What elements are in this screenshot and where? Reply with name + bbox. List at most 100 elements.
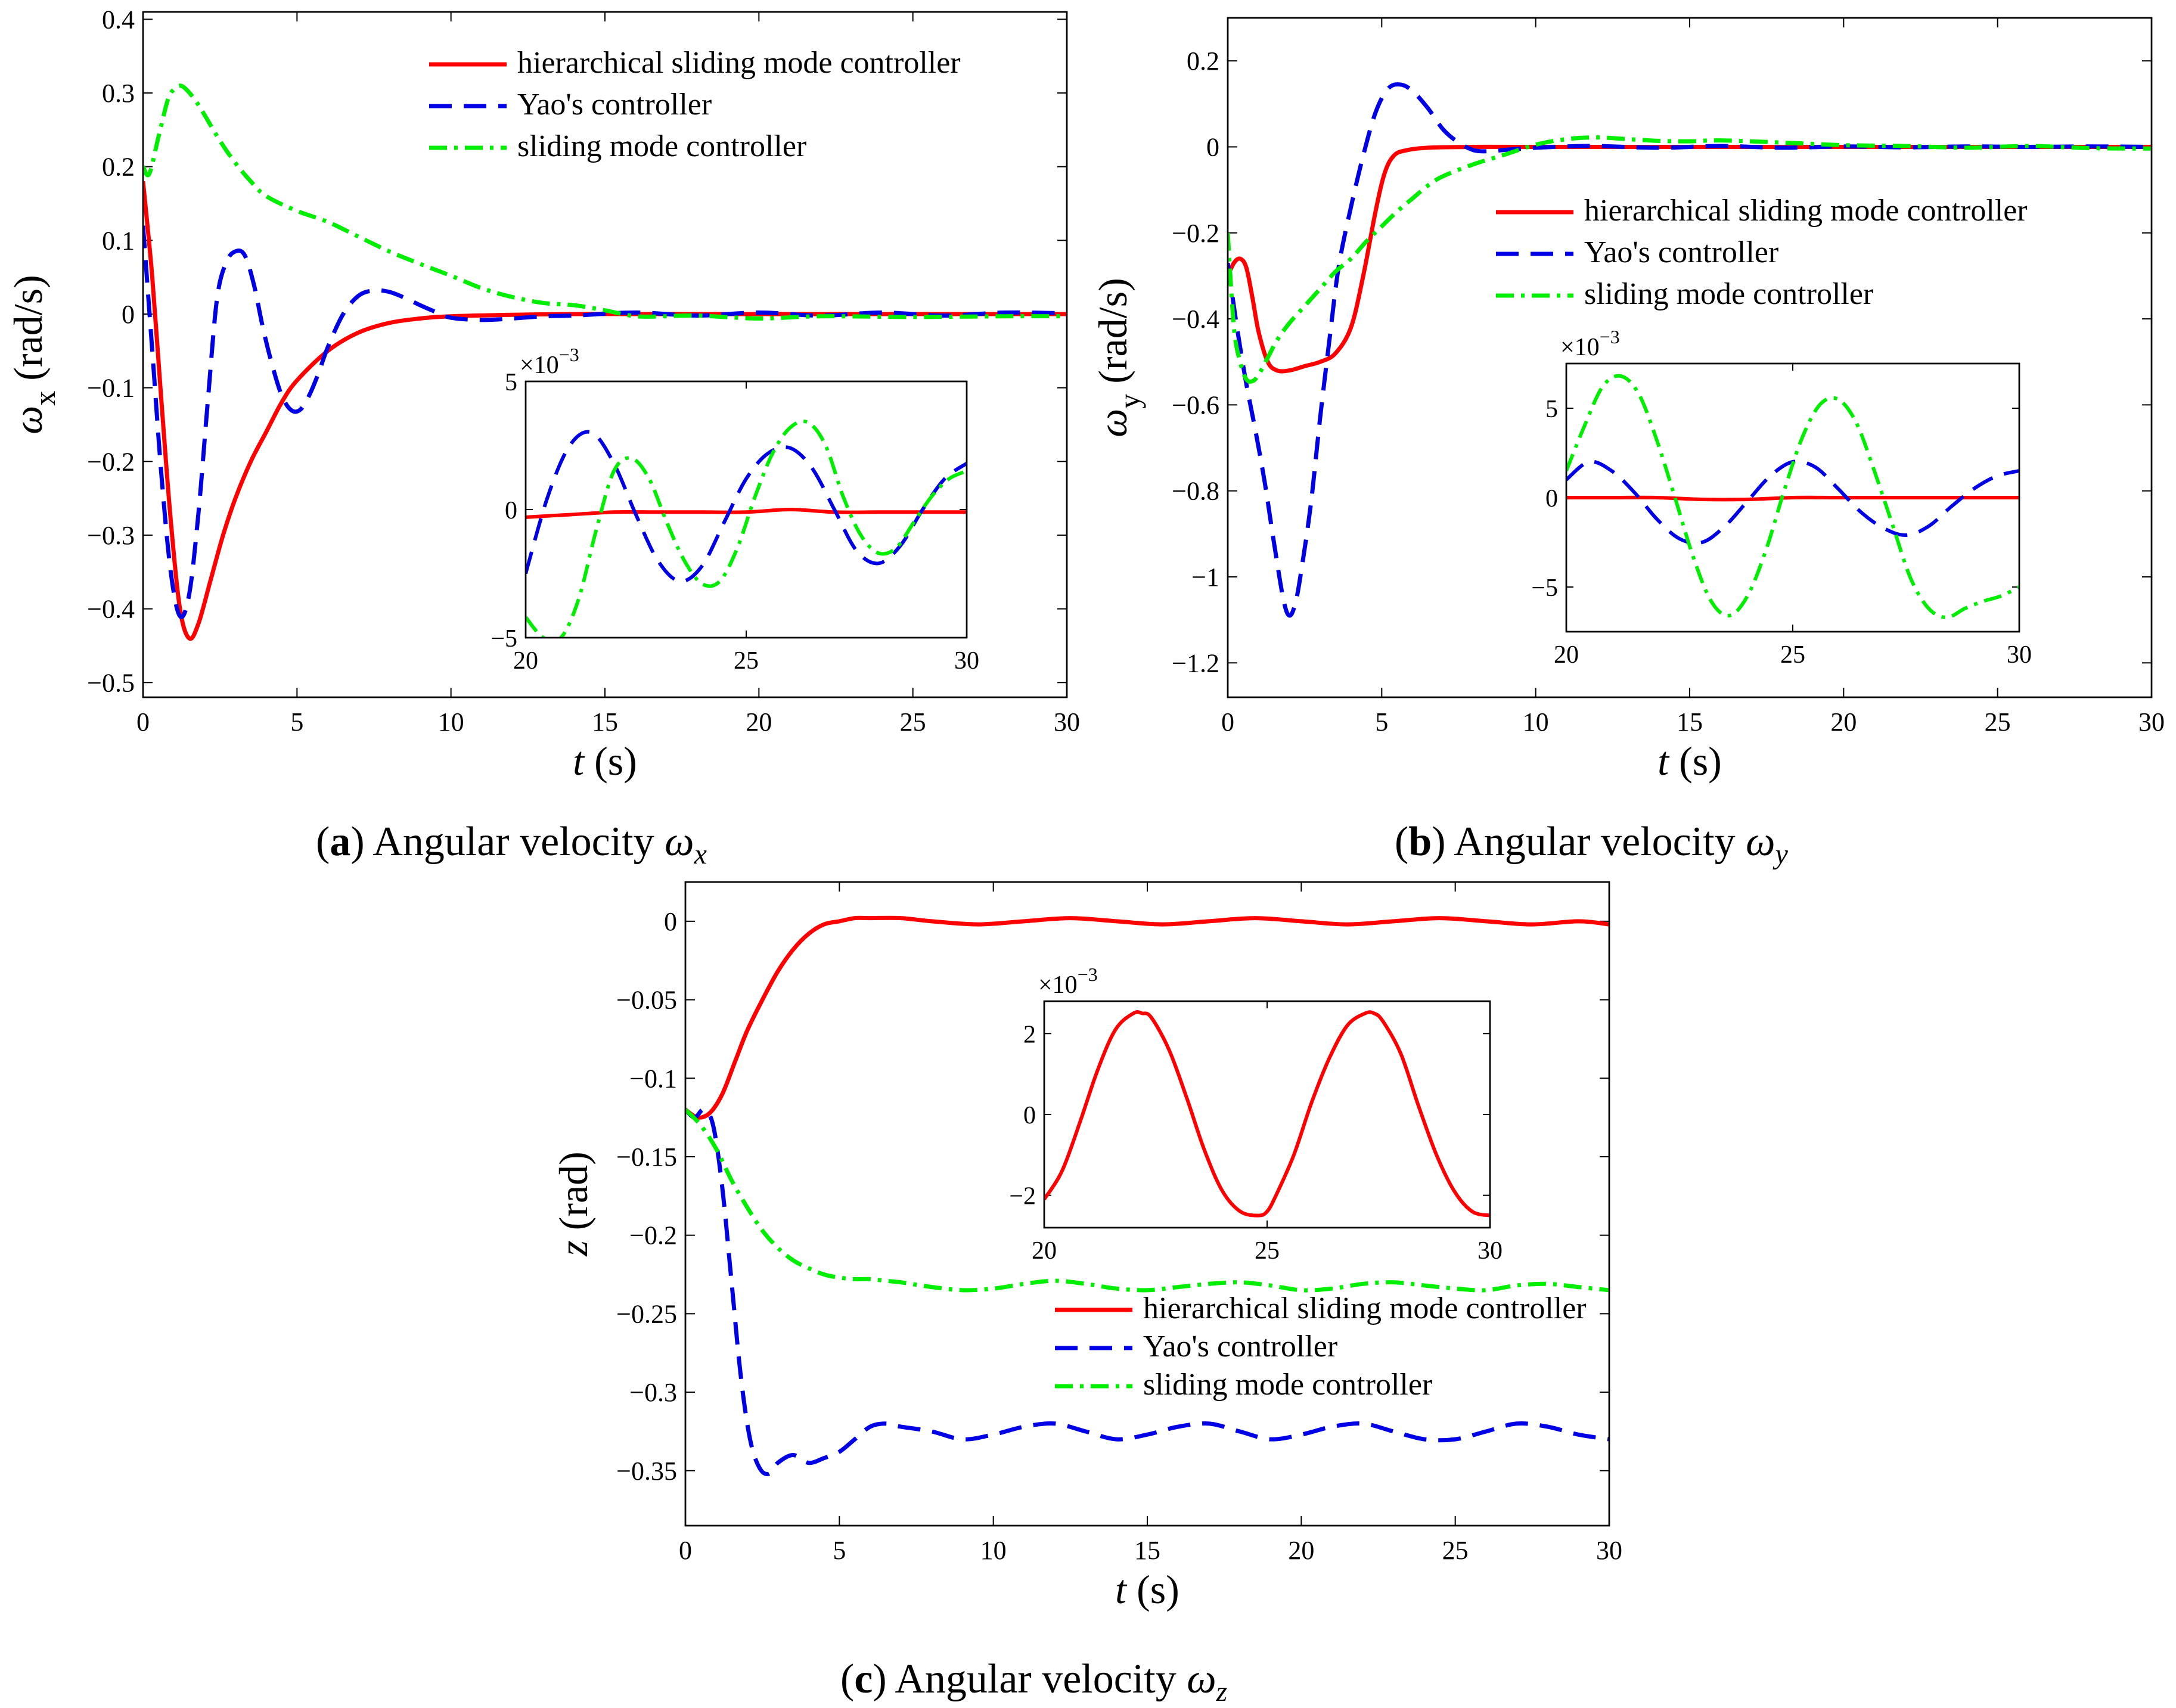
inset-a-series-solid — [526, 508, 967, 519]
chart-b-xtick-label: 25 — [1985, 707, 2011, 737]
inset-a-xtick-label: 30 — [954, 647, 979, 675]
chart-b-xtick-label: 0 — [1221, 707, 1234, 737]
chart-a-xtick-label: 25 — [900, 707, 926, 737]
chart-a-ytick-label: −0.1 — [87, 374, 135, 403]
chart-a-xlabel: t (s) — [573, 738, 637, 784]
chart-a-ytick-label: 0.3 — [102, 79, 135, 108]
chart-a-series-dashdot — [143, 83, 1067, 321]
chart-a-ytick-label: 0.4 — [102, 5, 135, 34]
chart-b-ytick-label: −0.6 — [1172, 390, 1219, 420]
chart-c-xtick-label: 10 — [980, 1536, 1007, 1565]
caption-a: (a) Angular velocity ωx — [316, 819, 707, 870]
chart-c-ytick-label: −0.2 — [629, 1221, 677, 1250]
inset-b-xtick-label: 20 — [1554, 641, 1579, 669]
chart-a-ytick-label: 0.1 — [102, 226, 135, 255]
chart-b-frame-top — [1227, 17, 2153, 698]
chart-c-ylabel: z (rad) — [551, 1151, 596, 1257]
inset-a-ytick-label: 0 — [505, 497, 517, 524]
chart-c-ytick-label: −0.25 — [616, 1299, 677, 1328]
chart-c-ytick-label: −0.15 — [616, 1142, 677, 1172]
inset-b-exponent: ×10−3 — [1560, 326, 1620, 361]
chart-c-ytick-label: −0.1 — [629, 1064, 677, 1093]
chart-b-xtick-label: 30 — [2138, 707, 2165, 737]
chart-a-ytick-label: −0.5 — [87, 668, 135, 697]
chart-a-ylabel: ωx (rad/s) — [5, 275, 61, 434]
inset-a-series-dashdot — [526, 419, 967, 638]
chart-a-xtick-label: 0 — [136, 707, 150, 737]
chart-b-xtick-label: 5 — [1375, 707, 1388, 737]
chart-c-xtick-label: 0 — [679, 1536, 692, 1565]
chart-b-ytick-label: 0 — [1206, 132, 1219, 162]
inset-a-frame — [524, 380, 968, 639]
chart-a-xtick-label: 5 — [290, 707, 303, 737]
chart-a-ytick-label: 0 — [122, 300, 135, 329]
chart-c-ytick-label: 0 — [664, 907, 677, 936]
chart-b-ytick-label: −0.2 — [1172, 219, 1219, 248]
inset-a-frame-top — [524, 380, 968, 639]
chart-a-ytick-label: −0.3 — [87, 521, 135, 550]
chart-b-ytick-label: −1 — [1191, 563, 1219, 592]
inset-b-ytick-label: 0 — [1545, 485, 1558, 513]
legend-a-label: hierarchical sliding mode controller — [517, 46, 961, 80]
chart-b-xtick-label: 20 — [1830, 707, 1857, 737]
legend-b-label: Yao's controller — [1584, 235, 1778, 269]
chart-c-ytick-label: −0.3 — [629, 1378, 677, 1407]
chart-b-ylabel: ωy (rad/s) — [1090, 278, 1146, 437]
inset-a-exponent: ×10−3 — [520, 344, 579, 379]
chart-a-ytick-label: −0.4 — [87, 595, 135, 624]
inset-b-xtick-label: 25 — [1780, 641, 1805, 669]
chart-b: 0 5 10 15 20 25 30 −1.2 −1 −0.8 −0.6 −0.4 −0.2 0 0.2 t … — [1090, 17, 2165, 784]
chart-a-ytick-label: 0.2 — [102, 153, 135, 182]
legend-a-label: sliding mode controller — [517, 129, 806, 163]
inset-c-ytick-label: 0 — [1023, 1102, 1036, 1129]
chart-c-xtick-label: 25 — [1442, 1536, 1469, 1565]
inset-c-xtick-label: 20 — [1032, 1237, 1057, 1265]
legend-c-label: hierarchical sliding mode controller — [1143, 1291, 1587, 1325]
chart-c-xtick-label: 30 — [1596, 1536, 1622, 1565]
chart-c-series-dashdot — [685, 1108, 1609, 1293]
inset-c-xtick-label: 25 — [1255, 1237, 1280, 1265]
chart-c-ytick-label: −0.35 — [616, 1457, 677, 1486]
chart-b-ytick-label: 0.2 — [1187, 46, 1219, 76]
chart-c-series-solid — [685, 915, 1609, 1120]
legend-b-label: hierarchical sliding mode controller — [1584, 194, 2028, 228]
inset-a-ytick-label: 5 — [505, 369, 517, 396]
chart-b-series-solid — [1228, 144, 2152, 374]
chart-c-xlabel: t (s) — [1115, 1567, 1179, 1612]
caption-c: (c) Angular velocity ωz — [840, 1656, 1228, 1707]
legend-b-label: sliding mode controller — [1584, 277, 1873, 311]
inset-b-frame-top — [1565, 362, 2020, 633]
inset-a-xtick-label: 20 — [513, 647, 538, 675]
inset-b-series-solid — [1566, 495, 2019, 502]
inset-c-frame-top — [1043, 1000, 1491, 1229]
chart-c-series-dashed — [685, 1107, 1609, 1476]
chart-c: 0 5 10 15 20 25 30−0.35−0.3−0.25−0.2−0.15−0.1−… — [551, 881, 1622, 1612]
inset-c-series-solid — [1044, 1010, 1490, 1218]
chart-b-ytick-label: −0.4 — [1172, 305, 1219, 334]
chart-a: 0 5 10 15 20 25 30 −0.5 −0.4 −0.3 −0.2 −0.1 0 0.1 0.2 0… — [5, 5, 1080, 784]
chart-a-xtick-label: 30 — [1054, 707, 1080, 737]
caption-b: (b) Angular velocity ωy — [1395, 819, 1789, 870]
chart-b-series-dashed — [1228, 82, 2152, 618]
inset-a-ytick-label: −5 — [491, 625, 517, 653]
caption-c-text: (c) Angular velocity ωz — [840, 1656, 1228, 1707]
legend-c-label: Yao's controller — [1143, 1330, 1337, 1364]
inset-c-ytick-label: 2 — [1023, 1021, 1036, 1048]
chart-c-ytick-label: −0.05 — [616, 986, 677, 1015]
inset-a-xtick-label: 25 — [734, 647, 759, 675]
inset-b-ytick-label: −5 — [1531, 574, 1558, 602]
inset-c-ytick-label: −2 — [1009, 1183, 1036, 1210]
chart-b-ytick-label: −0.8 — [1172, 477, 1219, 506]
inset-b-ytick-label: 5 — [1545, 396, 1558, 423]
chart-a-series-dashed — [143, 225, 1067, 619]
caption-a-text: (a) Angular velocity ωx — [316, 819, 707, 870]
chart-c-xtick-label: 5 — [833, 1536, 846, 1565]
inset-c-exponent: ×10−3 — [1038, 964, 1098, 999]
chart-a-xtick-label: 15 — [592, 707, 618, 737]
chart-a-xtick-label: 20 — [746, 707, 772, 737]
inset-b-xtick-label: 30 — [2007, 641, 2032, 669]
caption-b-text: (b) Angular velocity ωy — [1395, 819, 1789, 870]
legend-c-label: sliding mode controller — [1143, 1368, 1432, 1402]
inset-c-xtick-label: 30 — [1477, 1237, 1503, 1265]
chart-b-xtick-label: 15 — [1677, 707, 1703, 737]
